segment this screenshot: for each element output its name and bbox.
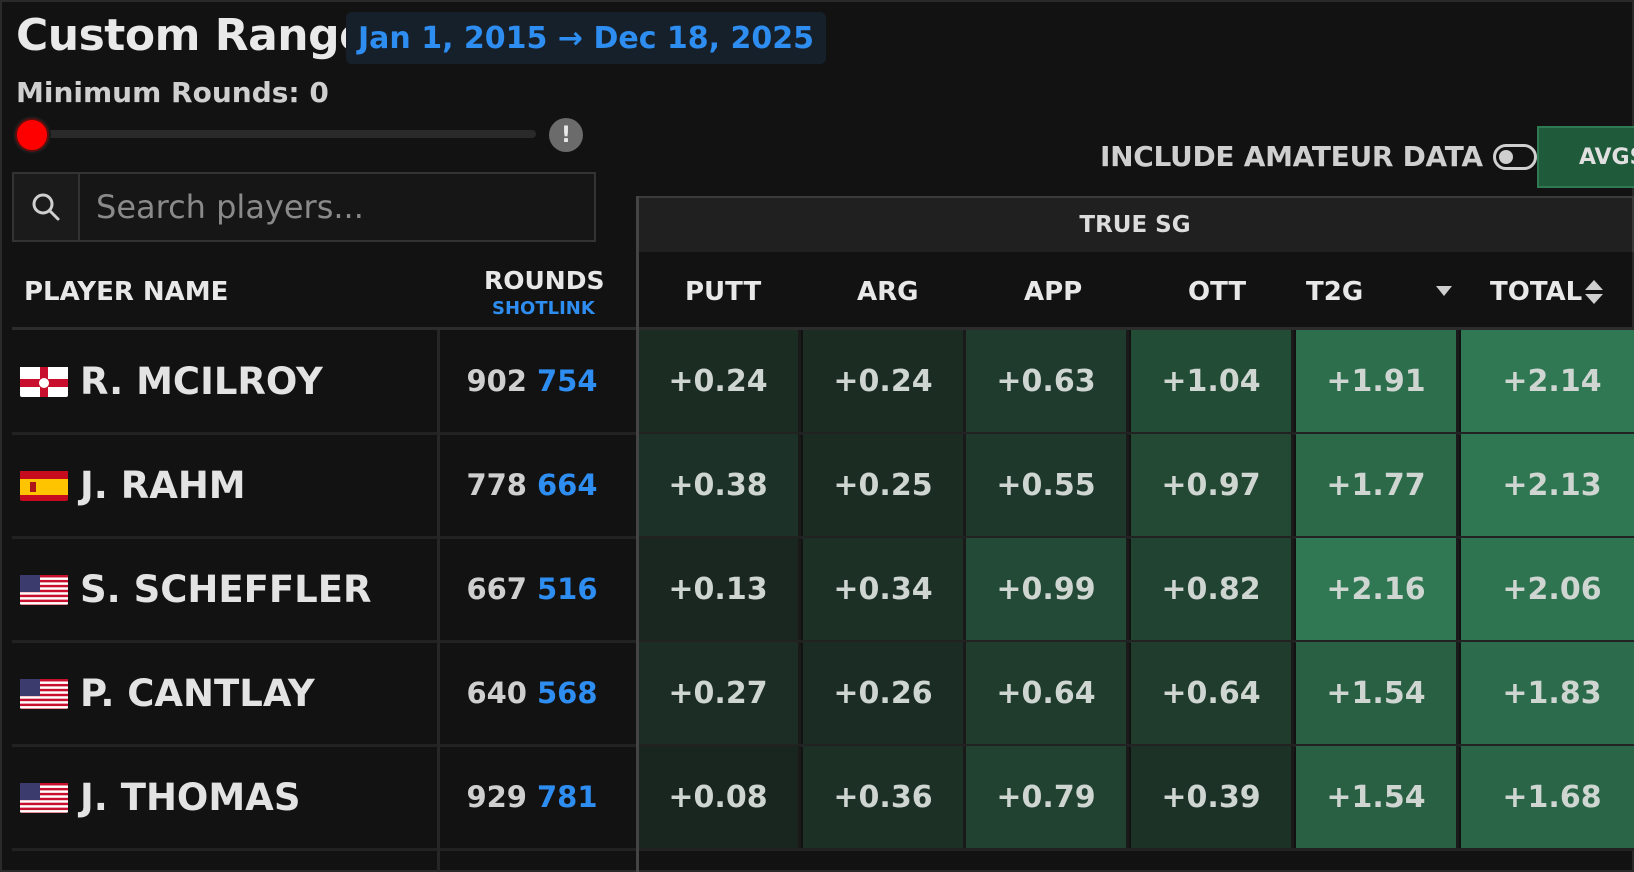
stat-cell-putt: +0.13 [638, 538, 801, 640]
true-sg-left-border [636, 196, 639, 872]
rounds-total: 929 [466, 780, 527, 814]
col-header-player-name[interactable]: PLAYER NAME [24, 277, 229, 307]
stat-cell-t2g: +1.54 [1296, 746, 1459, 848]
search-box [12, 172, 596, 242]
rounds-shotlink: 568 [537, 676, 598, 710]
date-range-button[interactable]: Jan 1, 2015 → Dec 18, 2025 [346, 12, 827, 64]
stat-cell-total: +1.83 [1461, 642, 1634, 744]
stat-cell-total: +2.13 [1461, 434, 1634, 536]
avgs-button[interactable]: AVGS [1537, 126, 1634, 188]
stat-cell-t2g: +1.54 [1296, 642, 1459, 744]
sort-descending-icon[interactable] [1436, 286, 1452, 296]
rounds-cell: 929 781 [452, 746, 612, 848]
rounds-total: 667 [466, 572, 527, 606]
stat-cell-app: +0.63 [966, 330, 1129, 432]
rounds-shotlink: 754 [537, 364, 598, 398]
stat-cell-t2g: +1.91 [1296, 330, 1459, 432]
stat-cell-total: +1.68 [1461, 746, 1634, 848]
stat-cell-total: +2.06 [1461, 538, 1634, 640]
stat-cell-ott: +0.82 [1131, 538, 1294, 640]
player-name[interactable]: S. SCHEFFLER [80, 567, 372, 611]
stat-cell-app: +0.79 [966, 746, 1129, 848]
stat-cell-t2g: +2.16 [1296, 538, 1459, 640]
rounds-shotlink: 664 [537, 468, 598, 502]
stat-cell-ott: +0.39 [1131, 746, 1294, 848]
player-name-cell[interactable]: S. SCHEFFLER [20, 538, 372, 640]
stat-cell-arg: +0.24 [803, 330, 966, 432]
stat-cell-arg: +0.26 [803, 642, 966, 744]
column-divider [437, 330, 440, 872]
header-divider [12, 327, 1634, 330]
stat-cell-putt: +0.08 [638, 746, 801, 848]
usa-flag-icon [20, 573, 68, 605]
table-row[interactable]: P. CANTLAY 640 568 +0.27 +0.26 +0.64 +0.64 +1.5… [12, 642, 1634, 747]
stat-cell-total: +2.14 [1461, 330, 1634, 432]
col-header-rounds[interactable]: ROUNDS [484, 266, 605, 295]
usa-flag-icon [20, 781, 68, 813]
player-name[interactable]: P. CANTLAY [80, 671, 315, 715]
table-row[interactable]: J. THOMAS 929 781 +0.08 +0.36 +0.79 +0.39 +1.54… [12, 746, 1634, 851]
rounds-total: 902 [466, 364, 527, 398]
min-rounds-slider-track[interactable] [32, 130, 536, 138]
col-header-t2g[interactable]: T2G [1306, 277, 1364, 307]
page-title: Custom Range [16, 10, 369, 61]
player-name-cell[interactable]: J. THOMAS [20, 746, 300, 848]
stat-cell-ott: +0.97 [1131, 434, 1294, 536]
stat-cell-putt: +0.27 [638, 642, 801, 744]
stat-cell-ott: +0.64 [1131, 642, 1294, 744]
spain-flag-icon [20, 469, 68, 501]
amateur-data-label: INCLUDE AMATEUR DATA [1100, 140, 1483, 173]
min-rounds-label: Minimum Rounds: 0 [16, 76, 329, 109]
player-name-cell[interactable]: J. RAHM [20, 434, 246, 536]
search-icon [14, 174, 80, 240]
toggle-switch-icon[interactable] [1492, 143, 1537, 170]
player-name-cell[interactable]: P. CANTLAY [20, 642, 315, 744]
col-subheader-shotlink: SHOTLINK [492, 298, 595, 319]
rounds-cell: 902 754 [452, 330, 612, 432]
stat-cell-arg: +0.36 [803, 746, 966, 848]
rounds-total: 778 [466, 468, 527, 502]
rounds-total: 640 [466, 676, 527, 710]
col-header-app[interactable]: APP [1024, 277, 1083, 307]
player-name-cell[interactable]: R. MCILROY [20, 330, 323, 432]
rounds-shotlink: 516 [537, 572, 598, 606]
rounds-cell: 667 516 [452, 538, 612, 640]
stat-cell-putt: +0.24 [638, 330, 801, 432]
stat-cell-ott: +1.04 [1131, 330, 1294, 432]
stat-cell-t2g: +1.77 [1296, 434, 1459, 536]
col-header-arg[interactable]: ARG [857, 277, 919, 307]
usa-flag-icon [20, 677, 68, 709]
stat-cell-app: +0.64 [966, 642, 1129, 744]
stat-cell-arg: +0.34 [803, 538, 966, 640]
col-header-ott[interactable]: OTT [1188, 277, 1247, 307]
stat-cell-putt: +0.38 [638, 434, 801, 536]
sort-toggle-icon[interactable] [1584, 278, 1604, 306]
search-input[interactable] [80, 174, 594, 240]
table-row[interactable]: J. RAHM 778 664 +0.38 +0.25 +0.55 +0.97 +1.77 +2… [12, 434, 1634, 539]
northern-ireland-flag-icon [20, 365, 68, 397]
table-row[interactable]: R. MCILROY 902 754 +0.24 +0.24 +0.63 +1.04 +1.9… [12, 330, 1634, 435]
stat-cell-arg: +0.25 [803, 434, 966, 536]
table-row[interactable]: S. SCHEFFLER 667 516 +0.13 +0.34 +0.99 +0.82 +2… [12, 538, 1634, 643]
col-header-putt[interactable]: PUTT [685, 277, 762, 307]
rounds-shotlink: 781 [537, 780, 598, 814]
rounds-cell: 640 568 [452, 642, 612, 744]
min-rounds-slider-handle[interactable] [15, 118, 49, 152]
player-name[interactable]: J. THOMAS [80, 775, 301, 819]
player-name[interactable]: J. RAHM [80, 463, 246, 507]
player-name[interactable]: R. MCILROY [80, 359, 323, 403]
rounds-cell: 778 664 [452, 434, 612, 536]
info-icon[interactable]: ! [549, 118, 583, 152]
col-header-total[interactable]: TOTAL [1490, 277, 1583, 307]
amateur-data-toggle[interactable]: INCLUDE AMATEUR DATA [1100, 140, 1537, 173]
stat-cell-app: +0.55 [966, 434, 1129, 536]
true-sg-group-header: TRUE SG [636, 196, 1634, 252]
stat-cell-app: +0.99 [966, 538, 1129, 640]
